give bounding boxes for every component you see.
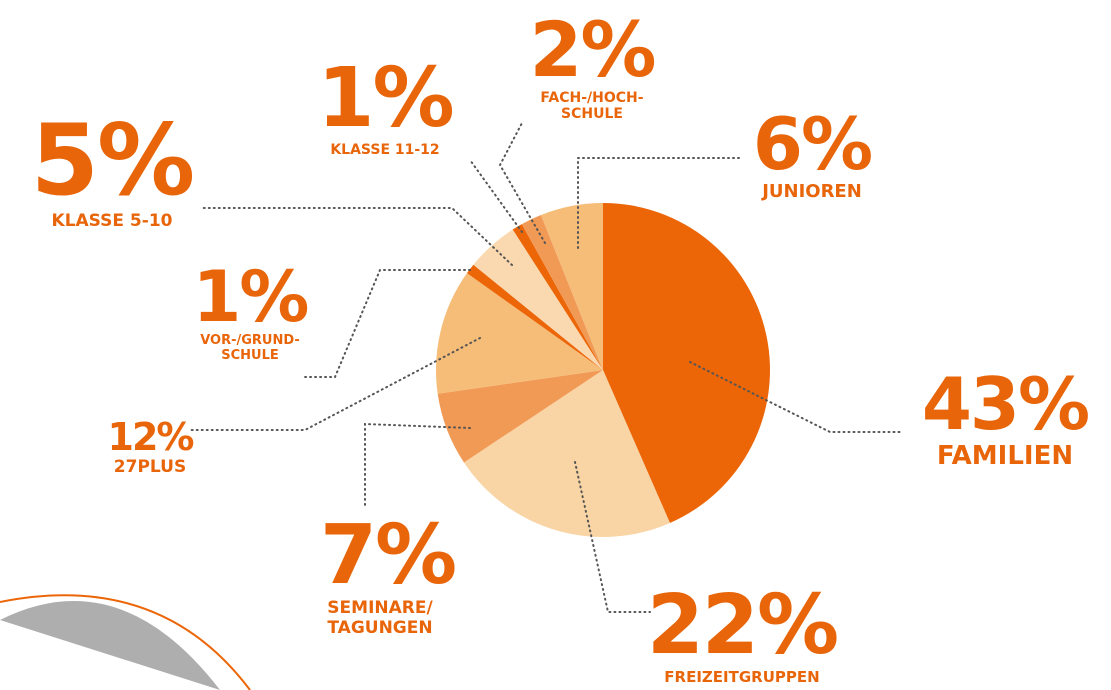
category-label: JUNIOREN xyxy=(712,182,912,203)
value-label: 22% xyxy=(632,585,852,667)
slice-label: 5%KLASSE 5-10 xyxy=(12,112,212,232)
photo xyxy=(0,601,220,690)
category-label: FAMILIEN xyxy=(905,442,1105,472)
value-label: 1% xyxy=(190,262,310,332)
slice-label: 43%FAMILIEN xyxy=(905,368,1105,472)
slice-label: 22% FREIZEITGRUPPEN xyxy=(632,585,852,686)
slice-label: 12%27PLUS xyxy=(90,418,210,478)
category-label: FREIZEITGRUPPEN xyxy=(632,669,852,686)
value-label: 5% xyxy=(12,112,212,210)
slice-label: 1% KLASSE 11-12 xyxy=(285,58,485,158)
slice-label: 7%SEMINARE/ TAGUNGEN xyxy=(320,515,440,638)
category-label: FACH-/HOCH- SCHULE xyxy=(522,90,662,122)
value-label: 7% xyxy=(320,515,440,597)
category-label: SEMINARE/ TAGUNGEN xyxy=(320,599,440,638)
slice-label: 6%JUNIOREN xyxy=(712,108,912,203)
category-label: VOR-/GRUND- SCHULE xyxy=(190,334,310,364)
infographic: 43%FAMILIEN 22% FREIZEITGRUPPEN 7%SEMINARE/… xyxy=(0,0,1111,690)
value-label: 6% xyxy=(712,108,912,180)
slice-label: 2%FACH-/HOCH- SCHULE xyxy=(522,12,662,122)
leader-line xyxy=(470,160,522,232)
value-label: 43% xyxy=(905,368,1105,440)
category-label: 27PLUS xyxy=(90,458,210,478)
category-label: KLASSE 11-12 xyxy=(285,142,485,158)
slice-label: 1%VOR-/GRUND- SCHULE xyxy=(190,262,310,364)
value-label: 1% xyxy=(285,58,485,140)
value-label: 12% xyxy=(90,418,210,456)
value-label: 2% xyxy=(522,12,662,88)
